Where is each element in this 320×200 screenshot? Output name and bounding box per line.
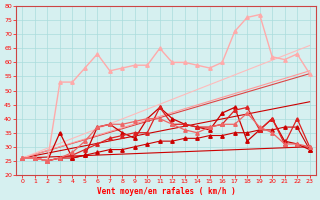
X-axis label: Vent moyen/en rafales ( km/h ): Vent moyen/en rafales ( km/h ) xyxy=(97,187,236,196)
